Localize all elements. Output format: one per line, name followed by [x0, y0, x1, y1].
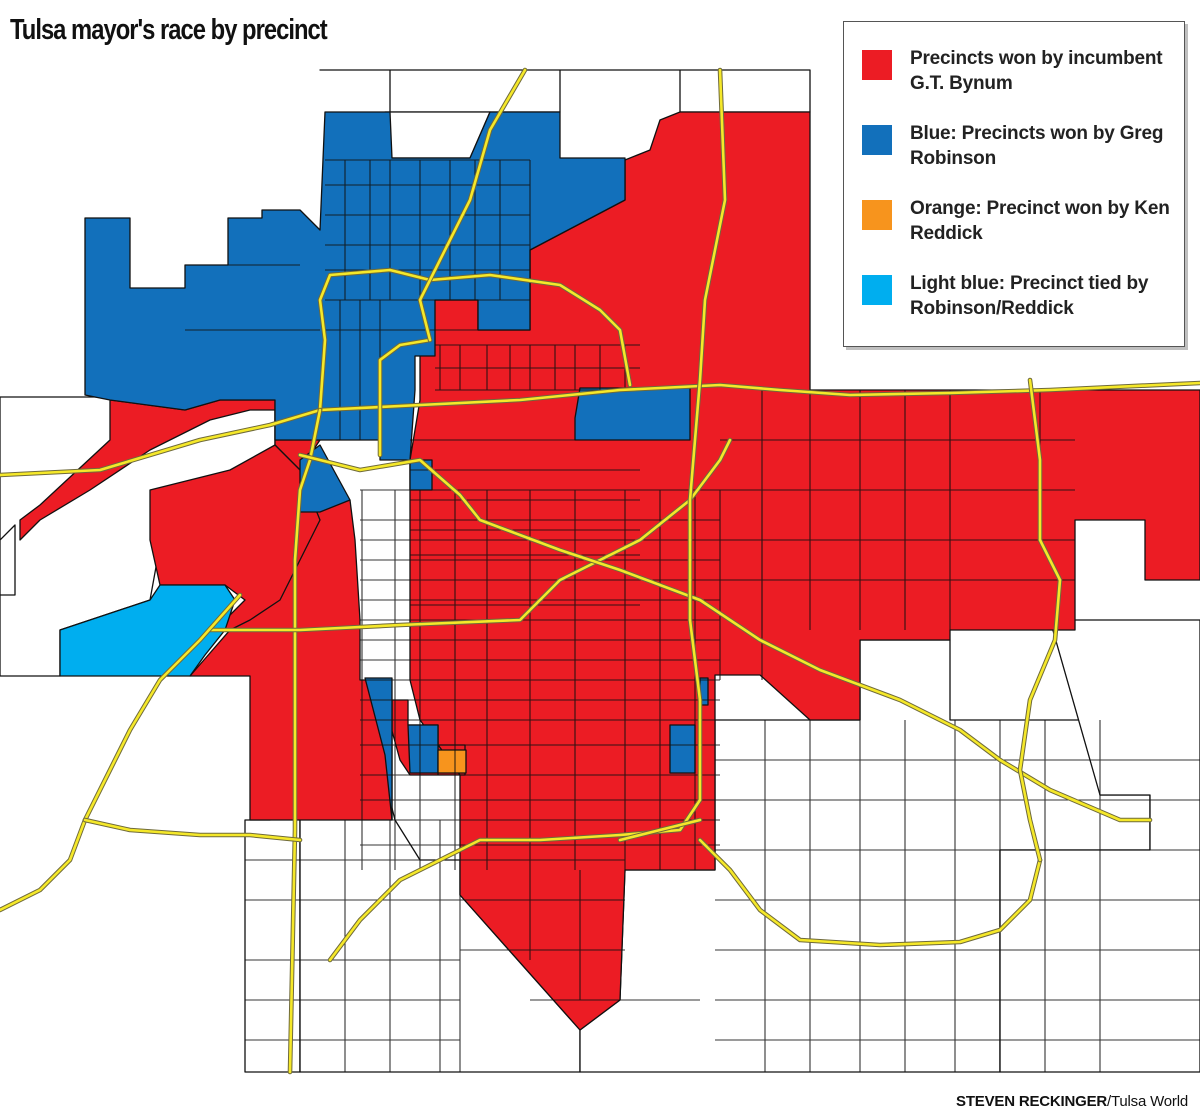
legend-item-bynum: Precincts won by incumbent G.T. Bynum — [862, 46, 1180, 106]
highway — [0, 593, 242, 912]
highway — [0, 381, 1200, 477]
legend-swatch-blue — [862, 125, 892, 155]
highway — [1018, 378, 1062, 862]
precinct-reddick — [437, 749, 467, 774]
legend-item-robinson: Blue: Precincts won by Greg Robinson — [862, 121, 1180, 181]
highway — [208, 438, 732, 632]
credit-publication: /Tulsa World — [1107, 1093, 1188, 1110]
map-title: Tulsa mayor's race by precinct — [10, 14, 328, 46]
highway — [418, 68, 527, 342]
precinct-robinson-south2 — [407, 724, 439, 774]
credit-author: STEVEN RECKINGER — [956, 1093, 1108, 1110]
legend-item-reddick: Orange: Precinct won by Ken Reddick — [862, 196, 1180, 256]
highway — [328, 68, 727, 962]
highway — [698, 838, 1042, 947]
legend: Precincts won by incumbent G.T. Bynum Bl… — [843, 21, 1185, 347]
legend-item-tied: Light blue: Precinct tied by Robinson/Re… — [862, 271, 1180, 331]
won-precincts — [19, 111, 1200, 1031]
legend-label: Precincts won by incumbent G.T. Bynum — [910, 48, 1163, 94]
credit-line: STEVEN RECKINGER/Tulsa World — [956, 1093, 1188, 1110]
legend-swatch-orange — [862, 200, 892, 230]
precinct-robinson-east — [574, 387, 691, 441]
highway — [618, 818, 702, 842]
highways — [0, 67, 1200, 1075]
legend-label: Orange: Precinct won by Ken Reddick — [910, 198, 1170, 244]
legend-label: Blue: Precincts won by Greg Robinson — [910, 123, 1164, 169]
precinct-tied — [59, 584, 236, 677]
legend-swatch-light-blue — [862, 275, 892, 305]
highway — [83, 818, 302, 842]
legend-swatch-red — [862, 50, 892, 80]
highway — [288, 408, 322, 1074]
highway — [298, 453, 1152, 822]
highway — [378, 338, 432, 457]
legend-label: Light blue: Precinct tied by Robinson/Re… — [910, 273, 1149, 319]
precinct-robinson-south3 — [669, 724, 696, 774]
